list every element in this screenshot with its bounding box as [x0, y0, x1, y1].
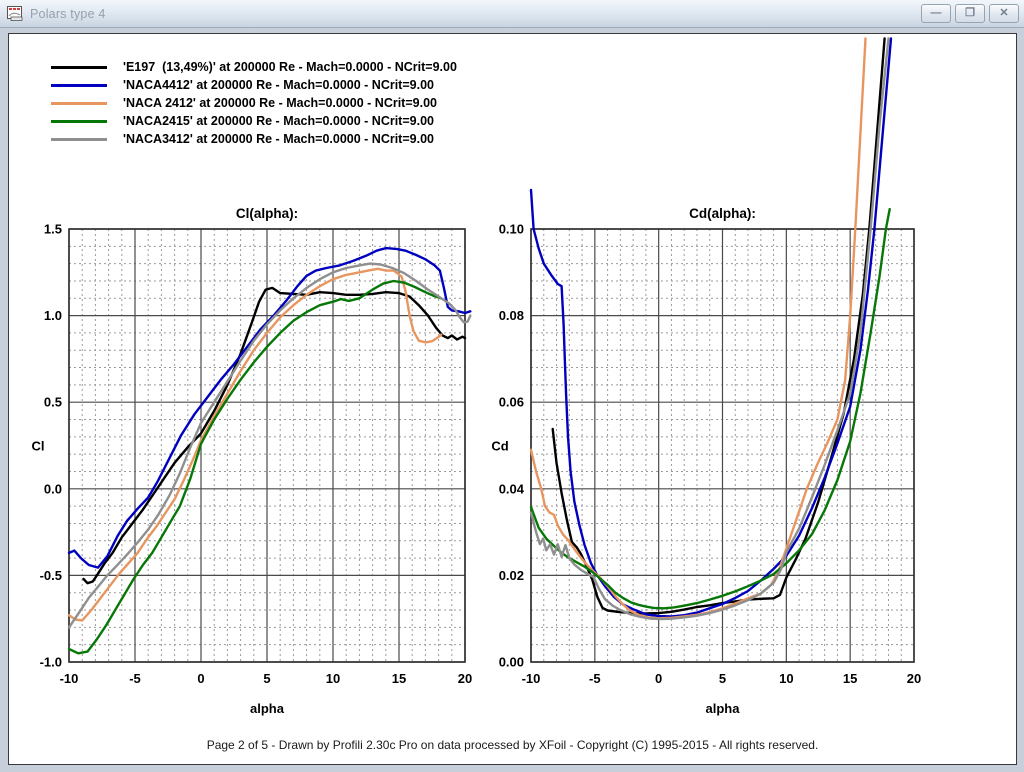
x-tick-label: 10 [779, 671, 793, 686]
series-line-e197 [551, 37, 886, 615]
series-line-naca4412 [529, 37, 893, 618]
y-tick-label: 0.00 [499, 655, 524, 670]
legend-label: 'NACA 2412' at 200000 Re - Mach=0.0000 -… [123, 96, 437, 110]
x-tick-label: 15 [392, 671, 406, 686]
chart-title: Cl(alpha): [236, 206, 298, 221]
x-axis-label: alpha [706, 701, 741, 716]
x-tick-label: -5 [129, 671, 141, 686]
x-tick-label: 10 [326, 671, 340, 686]
legend-line-sample [51, 137, 107, 141]
plot-frame [68, 228, 466, 663]
series-line-naca2415 [529, 207, 891, 610]
report-page: 'E197 (13,49%)' at 200000 Re - Mach=0.00… [8, 33, 1017, 765]
legend-label: 'E197 (13,49%)' at 200000 Re - Mach=0.00… [123, 60, 457, 74]
y-axis-label: Cd [491, 439, 508, 454]
legend-item: 'NACA3412' at 200000 Re - Mach=0.0000 - … [51, 130, 457, 148]
y-tick-label: 0.08 [499, 308, 524, 323]
charts-canvas: 1.51.00.50.0-0.5-1.0-10 -5 0 5 10 15 20Cl(alph… [32, 37, 921, 716]
y-tick-label: 1.0 [44, 308, 62, 323]
y-tick-label: 0.02 [499, 568, 524, 583]
legend-label: 'NACA2415' at 200000 Re - Mach=0.0000 - … [123, 114, 434, 128]
y-tick-label: 0.06 [499, 395, 524, 410]
x-tick-label: -10 [60, 671, 79, 686]
minimize-button[interactable]: — [921, 4, 951, 23]
legend-line-sample [51, 119, 107, 123]
series-line-e197 [82, 286, 467, 585]
legend-item: 'NACA2415' at 200000 Re - Mach=0.0000 - … [51, 112, 457, 130]
y-tick-label: -0.5 [40, 568, 62, 583]
y-axis-label: Cl [32, 439, 45, 454]
chart-title: Cd(alpha): [689, 206, 756, 221]
series-line-naca3412 [529, 37, 890, 621]
y-tick-label: -1.0 [40, 655, 62, 670]
series-line-naca2412 [67, 267, 443, 622]
app-icon [7, 6, 23, 21]
legend-line-sample [51, 83, 107, 87]
y-tick-label: 0.5 [44, 395, 62, 410]
x-tick-label: 15 [843, 671, 857, 686]
y-tick-label: 0.0 [44, 481, 62, 496]
y-tick-label: 0.10 [499, 222, 524, 237]
series-line-naca4412 [67, 246, 472, 569]
legend-line-sample [51, 101, 107, 105]
x-tick-label: 0 [655, 671, 662, 686]
restore-button[interactable]: ❐ [955, 4, 985, 23]
title-bar: Polars type 4 — ❐ ✕ [0, 0, 1024, 28]
chart-legend: 'E197 (13,49%)' at 200000 Re - Mach=0.00… [51, 58, 457, 148]
legend-label: 'NACA4412' at 200000 Re - Mach=0.0000 - … [123, 78, 434, 92]
series-line-naca2415 [67, 279, 443, 655]
x-tick-label: 5 [719, 671, 726, 686]
y-tick-label: 0.04 [499, 481, 525, 496]
y-tick-label: 1.5 [44, 222, 62, 237]
x-tick-label: 0 [197, 671, 204, 686]
legend-line-sample [51, 65, 107, 69]
legend-label: 'NACA3412' at 200000 Re - Mach=0.0000 - … [123, 132, 434, 146]
x-axis-label: alpha [250, 701, 285, 716]
legend-item: 'NACA 2412' at 200000 Re - Mach=0.0000 -… [51, 94, 457, 112]
series-line-naca3412 [67, 262, 472, 629]
x-tick-label: -5 [589, 671, 601, 686]
close-button[interactable]: ✕ [989, 4, 1019, 23]
x-tick-label: 20 [458, 671, 472, 686]
page-footer: Page 2 of 5 - Drawn by Profili 2.30c Pro… [206, 738, 819, 752]
plot-frame [530, 228, 915, 663]
legend-item: 'NACA4412' at 200000 Re - Mach=0.0000 - … [51, 76, 457, 94]
x-tick-label: 5 [263, 671, 270, 686]
legend-item: 'E197 (13,49%)' at 200000 Re - Mach=0.00… [51, 58, 457, 76]
x-tick-label: -10 [522, 671, 541, 686]
window-title: Polars type 4 [30, 6, 106, 21]
x-tick-label: 20 [907, 671, 921, 686]
